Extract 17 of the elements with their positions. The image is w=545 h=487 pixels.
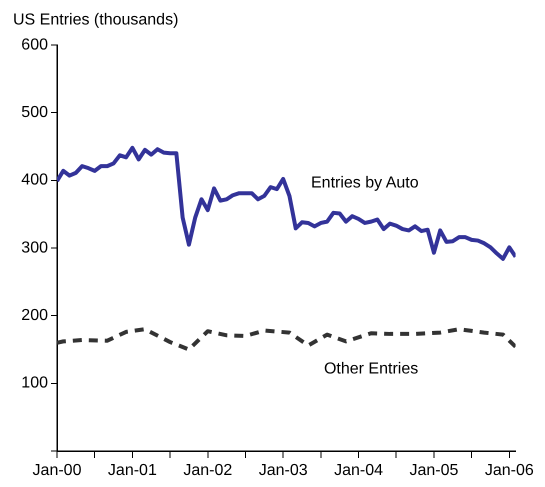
line-series bbox=[57, 327, 516, 352]
x-tick-label: Jan-05 bbox=[409, 462, 458, 480]
y-tick-label: 300 bbox=[21, 239, 48, 256]
y-tick-label: 200 bbox=[21, 307, 48, 324]
x-tick-label: Jan-01 bbox=[108, 462, 157, 480]
series-label: Entries by Auto bbox=[311, 174, 419, 192]
x-tick-label: Jan-02 bbox=[183, 462, 232, 480]
x-tick-label: Jan-03 bbox=[258, 462, 308, 480]
y-tick-label: 500 bbox=[21, 104, 48, 122]
x-tick-label: Jan-04 bbox=[334, 462, 384, 480]
y-tick-label: 600 bbox=[21, 36, 48, 54]
y-axis-title: US Entries (thousands) bbox=[13, 11, 178, 28]
y-tick-label: 400 bbox=[21, 172, 48, 189]
y-tick-label: 100 bbox=[21, 374, 48, 392]
x-tick-label: Jan-00 bbox=[32, 462, 82, 480]
x-tick-label: Jan-06 bbox=[484, 462, 534, 480]
series-label: Other Entries bbox=[324, 360, 418, 378]
